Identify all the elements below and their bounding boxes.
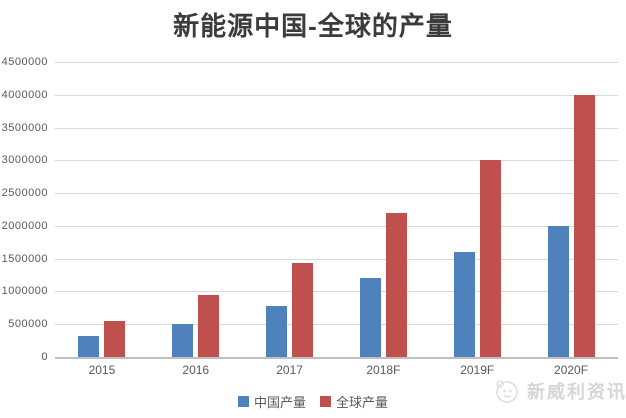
x-tick-label-2018F: 2018F (366, 363, 401, 377)
x-tick-label-2017: 2017 (276, 363, 303, 377)
y-tick-label: 3000000 (1, 154, 48, 167)
y-axis: 4500000 4000000 3500000 3000000 2500000 20000… (0, 56, 48, 363)
gridline (55, 160, 618, 162)
bar-series-container (55, 62, 618, 357)
gridline (55, 62, 618, 63)
x-tick-label-2016: 2016 (182, 363, 210, 377)
bar-中国产量-2016 (172, 324, 194, 357)
y-tick-label: 1500000 (1, 252, 48, 265)
gridline (55, 291, 618, 293)
bar-group-2018F (336, 62, 430, 357)
watermark-logo-icon (496, 380, 518, 403)
legend: 中国产量 全球产量 (0, 392, 626, 411)
bar-全球产量-2019F (479, 160, 501, 357)
bar-group-2015 (55, 62, 149, 357)
legend-label: 中国产量 (253, 395, 306, 410)
bar-group-2020F (524, 62, 618, 357)
y-tick-label: 4000000 (1, 88, 48, 101)
y-tick-label: 0 (41, 351, 48, 363)
bar-中国产量-2020F (547, 225, 569, 357)
y-tick-label: 2500000 (1, 187, 48, 200)
x-axis: 2015 2016 2017 2018F 2019F 2020F (55, 363, 618, 377)
gridline (55, 94, 618, 96)
y-tick-label: 3500000 (1, 121, 48, 134)
legend-label: 全球产量 (336, 395, 389, 410)
bar-全球产量-2017 (292, 263, 314, 357)
bar-中国产量-2019F (453, 252, 475, 357)
x-tick-label-2019F: 2019F (460, 363, 495, 377)
bar-group-2017 (243, 62, 337, 357)
watermark-text: 新威利资讯 (527, 382, 626, 402)
gridline (55, 127, 618, 129)
bar-group-2019F (430, 62, 524, 357)
gridline (55, 193, 618, 195)
gridline (55, 324, 618, 326)
bar-全球产量-2015 (104, 320, 126, 357)
chart-title: 新能源中国-全球的产量 (173, 11, 453, 41)
legend-swatch-icon (237, 396, 249, 407)
gridline (55, 258, 618, 260)
y-tick-label: 4500000 (1, 56, 48, 68)
bar-全球产量-2020F (573, 94, 595, 357)
bar-中国产量-2017 (266, 305, 288, 357)
legend-item-全球产量: 全球产量 (320, 392, 388, 411)
legend-item-中国产量: 中国产量 (237, 392, 306, 411)
gridline (55, 225, 618, 227)
bar-中国产量-2015 (78, 336, 100, 357)
y-tick-label: 500000 (8, 318, 48, 331)
legend-swatch-icon (320, 396, 331, 407)
y-tick-label: 2000000 (1, 219, 48, 232)
bar-全球产量-2018F (385, 212, 407, 357)
x-tick-label-2020F: 2020F (554, 363, 589, 377)
y-tick-label: 1000000 (1, 285, 48, 298)
watermark: 新威利资讯 (494, 378, 626, 404)
bar-全球产量-2016 (198, 294, 220, 357)
x-tick-label-2015: 2015 (88, 363, 116, 377)
bar-中国产量-2018F (359, 278, 381, 357)
plot-area (55, 62, 618, 359)
bar-group-2016 (149, 62, 243, 357)
